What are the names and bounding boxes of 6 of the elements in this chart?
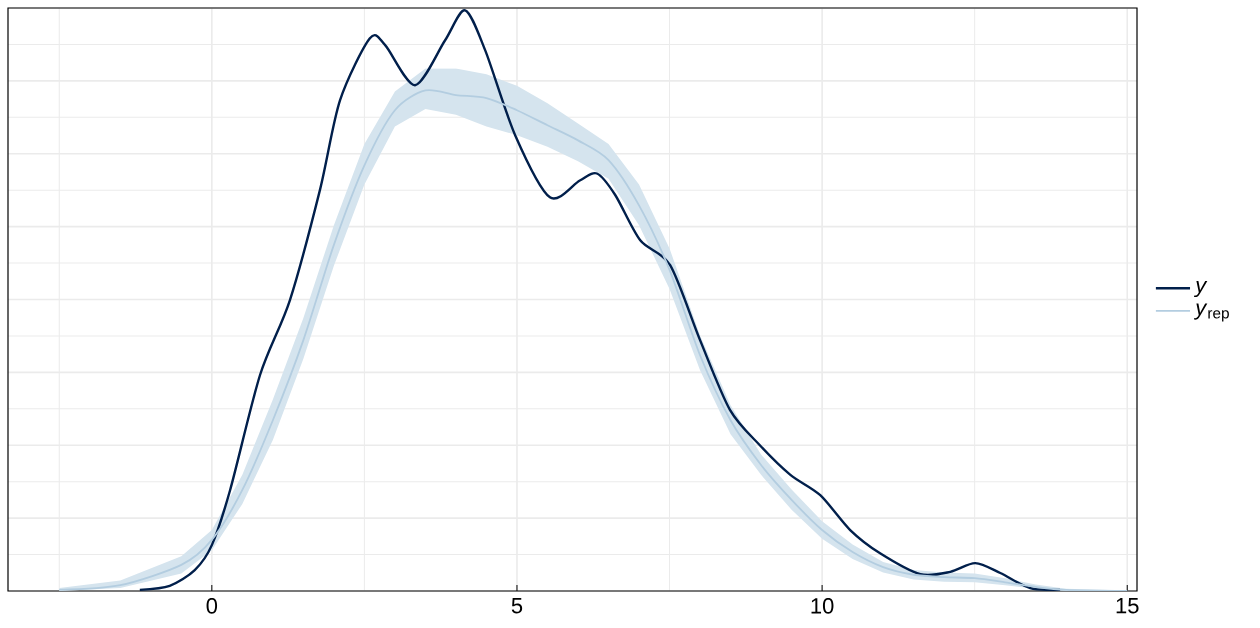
x-tick-label: 15 [1116, 598, 1139, 614]
x-tick-label: 10 [811, 598, 834, 614]
x-tick-label: 0 [206, 598, 218, 614]
legend-label: y$_{rep}$ [1193, 303, 1229, 322]
x-tick-label: 5 [511, 598, 523, 614]
legend-label: y [1193, 280, 1208, 298]
